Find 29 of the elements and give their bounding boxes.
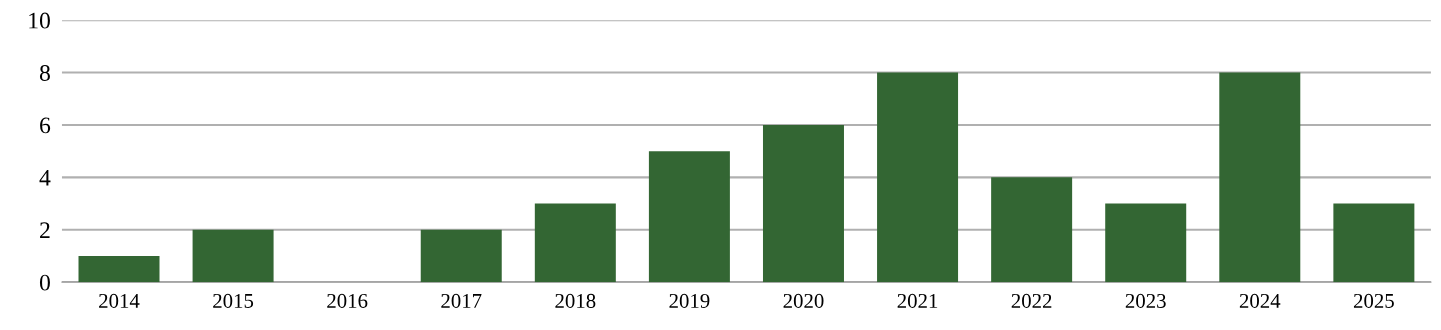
bar xyxy=(1105,203,1187,283)
bar xyxy=(192,229,274,283)
bar xyxy=(420,229,502,283)
x-tick-label: 2015 xyxy=(213,293,254,308)
bar xyxy=(78,255,160,283)
y-tick-label: 0 xyxy=(39,274,50,291)
y-tick-label: 2 xyxy=(40,222,50,238)
bar xyxy=(648,151,730,283)
x-tick-label: 2014 xyxy=(99,293,140,308)
x-tick-label: 2025 xyxy=(1353,293,1394,308)
y-tick-label: 8 xyxy=(39,65,50,81)
y-tick-label: 10 xyxy=(29,12,50,29)
x-tick-label: 2018 xyxy=(555,293,596,308)
bar xyxy=(991,177,1073,283)
bar xyxy=(1333,203,1415,283)
bar xyxy=(1219,72,1301,283)
y-tick-label: 4 xyxy=(39,169,51,186)
x-tick-label: 2020 xyxy=(783,293,824,308)
x-tick-label: 2017 xyxy=(441,293,482,308)
x-tick-label: 2021 xyxy=(897,293,938,308)
x-tick-label: 2023 xyxy=(1125,293,1166,308)
bar xyxy=(877,72,959,283)
x-tick-label: 2019 xyxy=(669,293,710,308)
bar xyxy=(762,124,844,283)
x-tick-label: 2016 xyxy=(327,293,368,308)
y-tick-label: 6 xyxy=(40,117,51,134)
bar xyxy=(534,203,616,283)
x-tick-label: 2022 xyxy=(1011,293,1052,308)
x-tick-label: 2024 xyxy=(1239,293,1281,308)
